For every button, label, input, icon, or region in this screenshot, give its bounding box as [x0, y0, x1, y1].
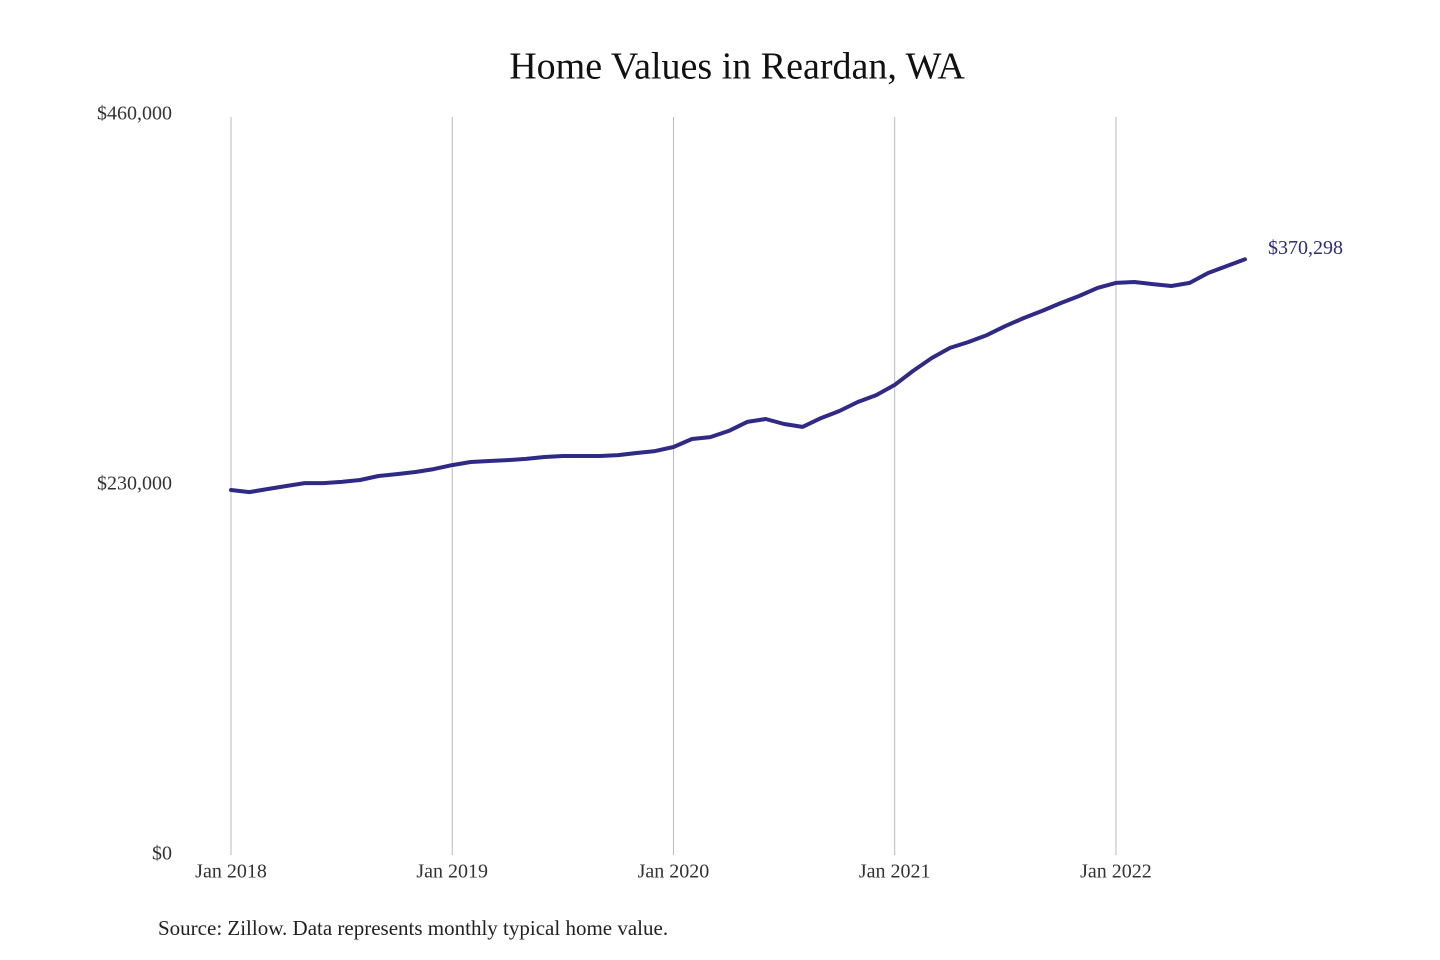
x-tick-label: Jan 2018: [195, 861, 267, 883]
x-tick-label: Jan 2019: [416, 861, 488, 883]
x-tick-label: Jan 2021: [859, 861, 931, 883]
chart-title: Home Values in Reardan, WA: [509, 46, 965, 88]
x-tick-label: Jan 2022: [1080, 861, 1152, 883]
x-tick-label: Jan 2020: [638, 861, 710, 883]
source-note: Source: Zillow. Data represents monthly …: [158, 916, 668, 940]
y-tick-label: $0: [152, 843, 172, 865]
line-series: [229, 257, 1247, 495]
y-tick-label: $460,000: [97, 103, 172, 125]
y-tick-label: $230,000: [97, 473, 172, 495]
end-value-label: $370,298: [1268, 237, 1343, 259]
